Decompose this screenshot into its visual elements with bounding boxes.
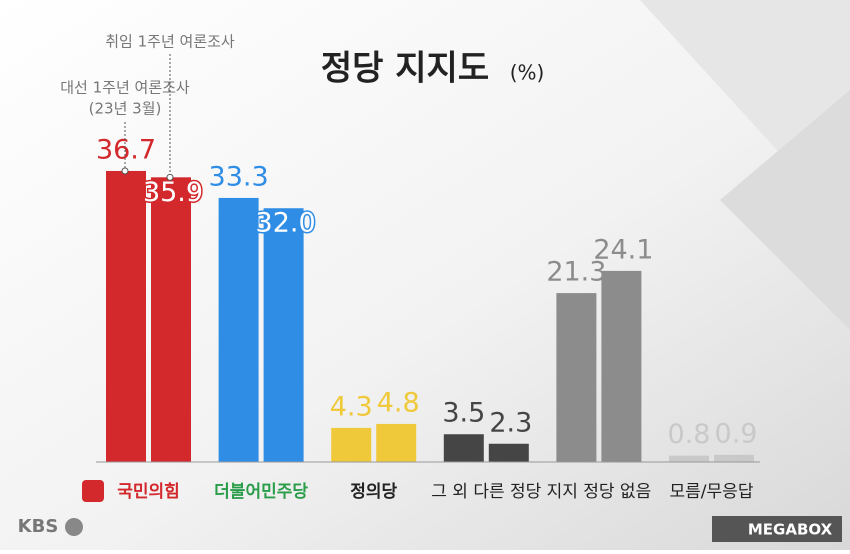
decor [720, 90, 850, 330]
bar [106, 170, 146, 462]
leader-dot [121, 167, 129, 175]
kbs-icon [65, 518, 83, 536]
unit-label: (%) [510, 61, 545, 85]
value-label: 36.7 [96, 134, 156, 165]
x-tick-label: 모름/무응답 [670, 482, 754, 502]
bar [263, 208, 304, 462]
value-label: 0.9 [715, 418, 758, 449]
value-label: 35.9 [143, 177, 203, 208]
bar [488, 443, 529, 462]
value-label: 32.0 [256, 208, 316, 239]
value-label: 33.3 [209, 161, 269, 192]
bar [331, 427, 372, 462]
value-label: 0.8 [668, 419, 711, 450]
x-tick-label: 국민의힘 [117, 481, 180, 502]
kbs-logo: KBS [18, 516, 59, 537]
bar [218, 197, 259, 462]
leader-dot [166, 173, 174, 181]
value-label: 24.1 [593, 234, 653, 265]
legend-label: 취임 1주년 여론조사 [105, 33, 235, 51]
value-label: 2.3 [489, 407, 532, 438]
bar [669, 455, 709, 462]
bar [151, 177, 191, 463]
bar [443, 434, 484, 462]
megabox-logo: MEGABOX [748, 521, 833, 539]
x-tick-label: 지지 정당 없음 [547, 482, 652, 502]
legend-sublabel: (23년 3월) [89, 100, 162, 118]
value-label: 4.8 [377, 387, 420, 418]
value-label: 21.3 [546, 257, 606, 288]
megabox-bg [712, 516, 842, 542]
logo-mark [82, 480, 104, 502]
x-tick-label: 그 외 다른 정당 [431, 482, 541, 502]
chart-title: 정당 지지도 [321, 49, 489, 89]
bar [601, 270, 642, 462]
x-tick-label: 정의당 [350, 482, 397, 502]
bar [376, 423, 417, 462]
x-tick-label: 더불어민주당 [214, 482, 308, 502]
legend-label: 대선 1주년 여론조사 [60, 79, 190, 97]
value-label: 3.5 [442, 398, 485, 429]
bar [556, 293, 597, 462]
value-label: 4.3 [330, 391, 373, 422]
bar [714, 454, 754, 462]
